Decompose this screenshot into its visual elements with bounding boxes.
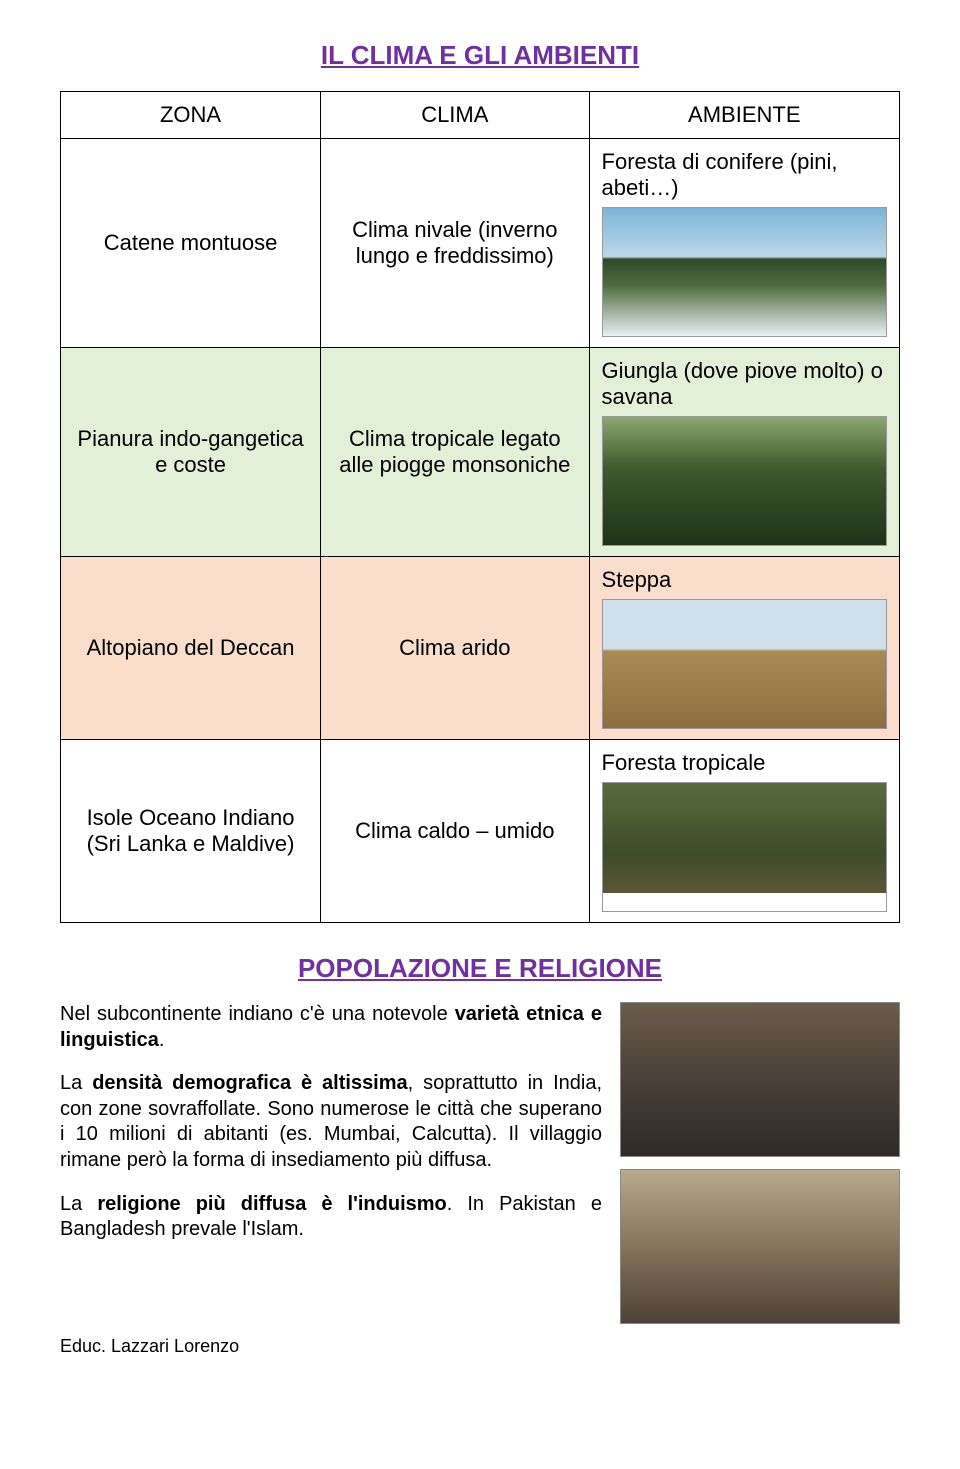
section2-title: POPOLAZIONE E RELIGIONE (60, 953, 900, 984)
cell-clima: Clima arido (321, 557, 589, 740)
paragraph-1: Nel subcontinente indiano c'è una notevo… (60, 1002, 602, 1053)
cell-clima: Clima caldo – umido (321, 740, 589, 923)
p3-bold: religione più diffusa è l'induismo (97, 1193, 446, 1215)
p2-bold: densità demografica è altissima (92, 1072, 407, 1094)
ambiente-image (602, 782, 887, 912)
paragraph-2: La densità demografica è altissima, sopr… (60, 1071, 602, 1173)
header-clima: CLIMA (321, 92, 589, 139)
cell-zona: Altopiano del Deccan (61, 557, 321, 740)
ambiente-image (602, 599, 887, 729)
section2-images (620, 1002, 900, 1324)
cell-ambiente: Foresta di conifere (pini, abeti…) (589, 139, 899, 348)
cell-clima: Clima tropicale legato alle piogge monso… (321, 348, 589, 557)
table-row: Pianura indo-gangetica e costeClima trop… (61, 348, 900, 557)
ambiente-image (602, 207, 887, 337)
cell-clima: Clima nivale (inverno lungo e freddissim… (321, 139, 589, 348)
ambiente-text: Giungla (dove piove molto) o savana (602, 358, 887, 410)
cell-zona: Isole Oceano Indiano (Sri Lanka e Maldiv… (61, 740, 321, 923)
main-title: IL CLIMA E GLI AMBIENTI (60, 40, 900, 71)
cell-zona: Pianura indo-gangetica e coste (61, 348, 321, 557)
village-image (620, 1169, 900, 1324)
section2-body: Nel subcontinente indiano c'è una notevo… (60, 1002, 900, 1324)
p1-text-c: . (159, 1029, 165, 1051)
p3-text-a: La (60, 1193, 97, 1215)
header-ambiente: AMBIENTE (589, 92, 899, 139)
ambiente-image (602, 416, 887, 546)
header-zona: ZONA (61, 92, 321, 139)
paragraph-3: La religione più diffusa è l'induismo. I… (60, 1192, 602, 1243)
cell-zona: Catene montuose (61, 139, 321, 348)
p2-text-a: La (60, 1072, 92, 1094)
city-street-image (620, 1002, 900, 1157)
cell-ambiente: Giungla (dove piove molto) o savana (589, 348, 899, 557)
ambiente-text: Foresta di conifere (pini, abeti…) (602, 149, 887, 201)
ambiente-text: Foresta tropicale (602, 750, 887, 776)
ambiente-text: Steppa (602, 567, 887, 593)
cell-ambiente: Steppa (589, 557, 899, 740)
section2-text: Nel subcontinente indiano c'è una notevo… (60, 1002, 602, 1324)
table-header-row: ZONA CLIMA AMBIENTE (61, 92, 900, 139)
climate-table: ZONA CLIMA AMBIENTE Catene montuoseClima… (60, 91, 900, 923)
table-row: Isole Oceano Indiano (Sri Lanka e Maldiv… (61, 740, 900, 923)
table-row: Altopiano del DeccanClima arido Steppa (61, 557, 900, 740)
p1-text-a: Nel subcontinente indiano c'è una notevo… (60, 1003, 455, 1025)
footer-credit: Educ. Lazzari Lorenzo (60, 1336, 900, 1357)
cell-ambiente: Foresta tropicale (589, 740, 899, 923)
table-row: Catene montuoseClima nivale (inverno lun… (61, 139, 900, 348)
